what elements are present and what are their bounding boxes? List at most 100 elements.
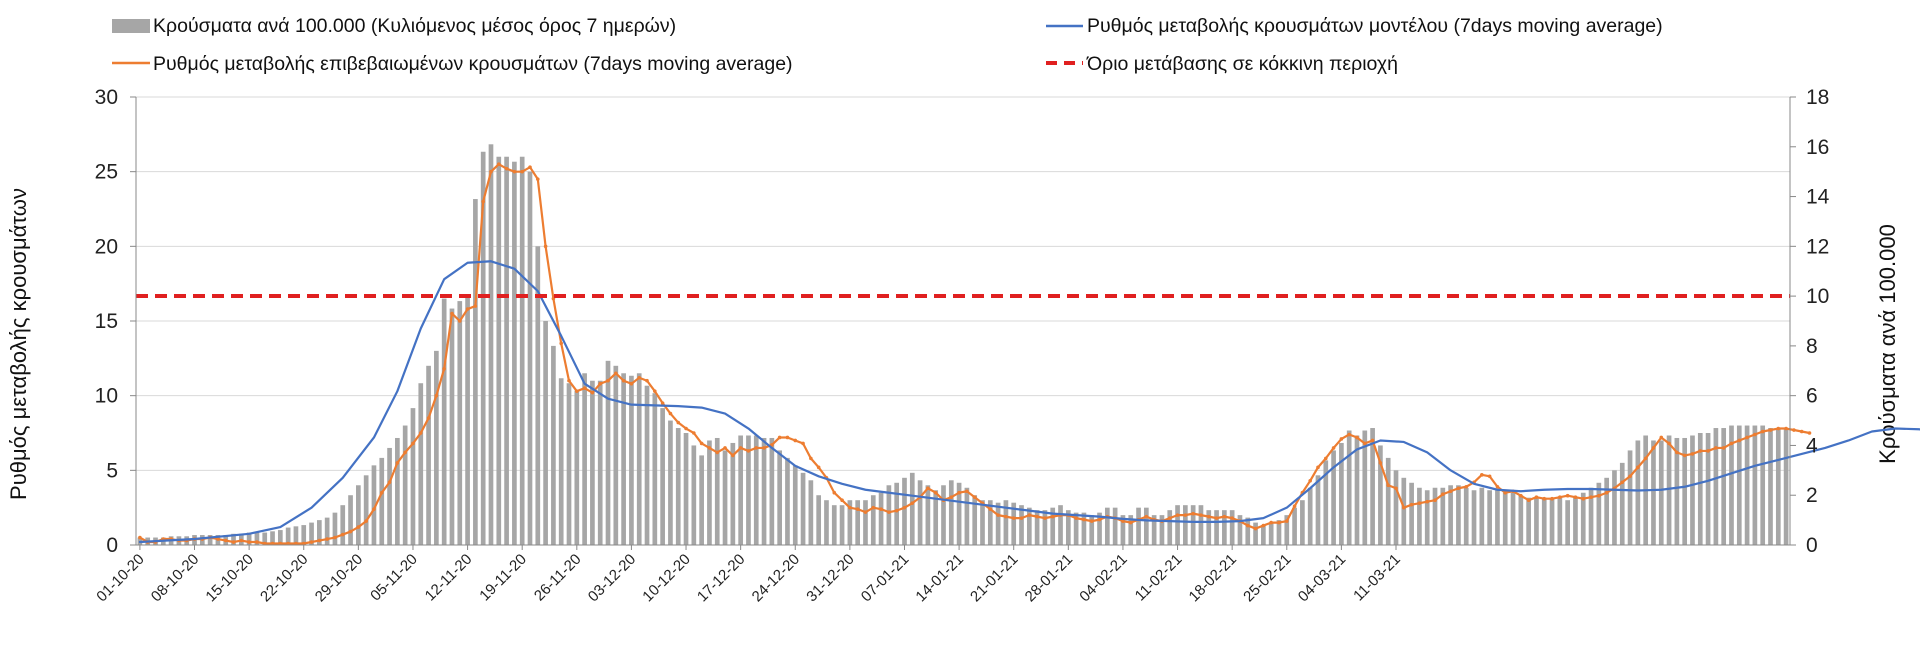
- bar: [1736, 425, 1742, 545]
- confirmed-point: [575, 389, 579, 393]
- confirmed-point: [411, 441, 415, 446]
- x-tick-label: 08-10-20: [148, 551, 202, 605]
- bar: [816, 495, 822, 545]
- bar: [1198, 505, 1204, 545]
- bar: [831, 505, 837, 545]
- confirmed-point: [356, 525, 361, 529]
- bar: [917, 480, 923, 545]
- bar: [1651, 440, 1656, 545]
- confirmed-point: [1011, 516, 1016, 520]
- bar: [1744, 425, 1750, 545]
- bar: [1167, 510, 1173, 545]
- y-right-tick-label: 16: [1806, 136, 1829, 159]
- confirmed-point: [1121, 519, 1125, 523]
- confirmed-point: [1729, 441, 1734, 446]
- confirmed-point: [1245, 523, 1250, 528]
- confirmed-point: [809, 456, 813, 461]
- confirmed-point: [707, 446, 712, 450]
- bar: [1549, 497, 1555, 545]
- bar: [1159, 515, 1165, 545]
- bar: [1253, 522, 1258, 545]
- confirmed-point: [1316, 465, 1320, 470]
- confirmed-point: [1035, 514, 1039, 519]
- confirmed-point: [317, 538, 322, 543]
- bar: [972, 495, 978, 545]
- bar: [473, 199, 478, 546]
- confirmed-point: [621, 378, 626, 383]
- confirmed-point: [855, 507, 860, 511]
- bar: [948, 480, 954, 545]
- bar: [1619, 462, 1625, 545]
- bar: [1300, 500, 1305, 545]
- confirmed-point: [1019, 516, 1024, 520]
- bar: [730, 442, 736, 545]
- y-right-tick-label: 10: [1806, 285, 1829, 308]
- confirmed-point: [1082, 517, 1086, 522]
- x-tick-label: 01-10-20: [93, 551, 147, 605]
- bar: [691, 445, 697, 545]
- bar: [1323, 460, 1329, 545]
- confirmed-point: [309, 540, 314, 544]
- confirmed-point: [988, 507, 993, 511]
- x-tick-label: 15-10-20: [202, 551, 256, 605]
- bar: [1674, 437, 1680, 545]
- confirmed-point: [1480, 473, 1484, 477]
- bar: [457, 301, 463, 545]
- y-right-tick-label: 14: [1806, 186, 1830, 209]
- confirmed-point: [1589, 495, 1593, 500]
- bar: [699, 455, 704, 545]
- bar: [980, 500, 985, 545]
- confirmed-point: [387, 480, 392, 485]
- bar: [1315, 475, 1321, 545]
- confirmed-point: [785, 435, 790, 440]
- bar: [590, 380, 595, 545]
- bar: [621, 373, 626, 545]
- confirmed-point: [715, 450, 720, 455]
- bar: [1393, 470, 1399, 545]
- bar: [1222, 510, 1227, 545]
- bar: [1697, 433, 1703, 545]
- y-right-tick-label: 12: [1806, 235, 1829, 258]
- bar: [519, 156, 525, 545]
- bar: [863, 500, 868, 545]
- confirmed-point: [645, 378, 649, 383]
- y-right-tick-label: 2: [1806, 484, 1818, 507]
- confirmed-point: [1331, 446, 1336, 450]
- confirmed-point: [1721, 446, 1726, 450]
- confirmed-point: [1004, 514, 1008, 519]
- x-tick-label: 17-12-20: [694, 551, 748, 605]
- bar: [1495, 490, 1500, 545]
- x-tick-label: 11-03-21: [1350, 551, 1404, 605]
- confirmed-point: [1253, 526, 1258, 531]
- confirmed-point: [450, 311, 454, 316]
- y-left-tick-label: 10: [95, 385, 118, 408]
- bar: [1268, 522, 1274, 545]
- confirmed-point: [1760, 429, 1765, 434]
- bar: [1424, 490, 1430, 545]
- bar: [254, 532, 260, 545]
- confirmed-point: [660, 401, 665, 405]
- bar: [987, 500, 993, 545]
- bar: [558, 378, 564, 545]
- bar: [824, 500, 829, 545]
- bar: [1307, 487, 1313, 545]
- bar: [707, 440, 712, 545]
- bar: [496, 156, 502, 545]
- bar: [262, 532, 268, 545]
- confirmed-point: [489, 169, 493, 174]
- confirmed-point: [1128, 520, 1133, 525]
- bar: [1378, 445, 1383, 545]
- confirmed-point: [996, 513, 1000, 517]
- bar: [504, 156, 509, 545]
- confirmed-point: [1667, 441, 1671, 446]
- confirmed-point: [1675, 450, 1679, 455]
- confirmed-point: [1659, 435, 1664, 440]
- confirmed-point: [1807, 431, 1812, 435]
- confirmed-point: [933, 490, 938, 495]
- confirmed-point: [606, 378, 610, 383]
- bar: [1284, 515, 1290, 545]
- confirmed-point: [418, 431, 423, 435]
- bar: [1042, 510, 1048, 545]
- bar: [1417, 487, 1422, 545]
- series-lines: [136, 162, 1920, 546]
